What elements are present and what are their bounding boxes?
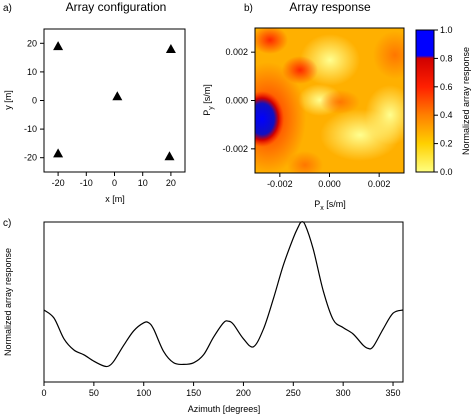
x-tick-label: 0 — [41, 388, 46, 398]
y-tick-label: -10 — [24, 124, 37, 134]
panel-b-label: b) — [244, 3, 253, 14]
x-tick-label: 20 — [166, 178, 176, 188]
x-tick-label: 150 — [186, 388, 201, 398]
x-tick-label: 300 — [336, 388, 351, 398]
panel-b-ylabel-main: P — [202, 110, 212, 116]
y-tick-label: -0.002 — [222, 144, 248, 154]
x-tick-label: 0.002 — [368, 179, 391, 189]
colorbar-tick-label: 0.6 — [440, 82, 453, 92]
heatmap-red-region — [282, 56, 318, 84]
panel-b-ylabel-sub: y — [208, 106, 215, 110]
y-tick-label: 0.000 — [225, 96, 248, 106]
panel-b-xlabel-main: P — [314, 199, 320, 209]
y-tick-label: 20 — [27, 38, 37, 48]
colorbar — [415, 29, 435, 173]
panel-a-xlabel: x [m] — [105, 194, 125, 204]
panel-b-ylabel: Py [s/m] — [202, 84, 215, 116]
y-tick-label: 0 — [32, 96, 37, 106]
x-tick-label: 200 — [236, 388, 251, 398]
panel-c: c) 0 50 100 150 200 250 300 350 Azimuth [degree… — [3, 218, 404, 414]
panel-a-title: Array configuration — [66, 0, 167, 14]
x-tick-label: 350 — [386, 388, 401, 398]
panel-a-label: a) — [3, 3, 12, 14]
x-tick-label: 50 — [89, 388, 99, 398]
panel-c-ylabel: Normalized array response — [3, 248, 13, 356]
x-tick-label: 0.000 — [318, 179, 341, 189]
panel-a-plot-frame — [43, 28, 186, 173]
panel-b-xlabel: Px [s/m] — [314, 199, 346, 212]
heatmap-red-region — [255, 28, 288, 54]
x-tick-label: 250 — [286, 388, 301, 398]
colorbar-tick-label: 0.8 — [440, 53, 453, 63]
panel-b-xlabel-sub: x — [320, 205, 324, 212]
x-tick-label: -0.002 — [267, 179, 293, 189]
panel-c-xlabel: Azimuth [degrees] — [188, 404, 261, 414]
panel-b-ylabel-unit: [s/m] — [202, 84, 212, 106]
heatmap-yellow-region — [365, 85, 404, 145]
panel-b-axes: -0.002 0.000 0.002 0.002 0.000 -0.002 — [222, 47, 390, 189]
station-marker — [53, 148, 64, 158]
panel-a-axes: -20 -10 0 10 20 -20 -10 0 10 20 — [24, 38, 176, 188]
station-marker — [165, 44, 176, 54]
x-tick-label: -10 — [80, 178, 93, 188]
panel-b: b) Array response -0.002 0.000 0.002 0.002 0… — [202, 0, 471, 212]
heatmap — [255, 28, 404, 173]
x-tick-label: 100 — [136, 388, 151, 398]
station-marker — [164, 151, 175, 161]
y-tick-label: -20 — [24, 153, 37, 163]
heatmap-peak — [255, 91, 284, 147]
heatmap-orange-region — [287, 151, 323, 173]
y-tick-label: 0.002 — [225, 47, 248, 57]
x-tick-label: 0 — [112, 178, 117, 188]
panel-a-ylabel: y [m] — [3, 90, 13, 110]
heatmap-orange-region — [320, 90, 360, 114]
panel-a: a) Array configuration -20 -10 0 10 20 -20 -10… — [3, 0, 186, 204]
x-tick-label: -20 — [52, 178, 65, 188]
colorbar-axis: 1.0 0.8 0.6 0.4 0.2 0.0 — [434, 25, 453, 177]
panel-c-label: c) — [3, 218, 11, 229]
panel-b-title: Array response — [289, 0, 371, 14]
panel-c-plot-frame — [43, 221, 404, 383]
x-tick-label: 10 — [138, 178, 148, 188]
panel-b-xlabel-unit: [s/m] — [324, 199, 346, 209]
station-marker — [53, 41, 64, 51]
response-curve — [43, 221, 404, 368]
heatmap-orange-region — [373, 31, 404, 79]
colorbar-label: Normalized array response — [461, 47, 471, 155]
colorbar-tick-label: 0.2 — [440, 139, 453, 149]
colorbar-tick-label: 0.0 — [440, 167, 453, 177]
colorbar-tick-label: 1.0 — [440, 25, 453, 35]
station-marker — [112, 91, 123, 101]
panel-a-markers — [53, 41, 176, 161]
y-tick-label: 10 — [27, 67, 37, 77]
colorbar-tick-label: 0.4 — [440, 110, 453, 120]
panel-c-axes: 0 50 100 150 200 250 300 350 — [41, 382, 401, 398]
